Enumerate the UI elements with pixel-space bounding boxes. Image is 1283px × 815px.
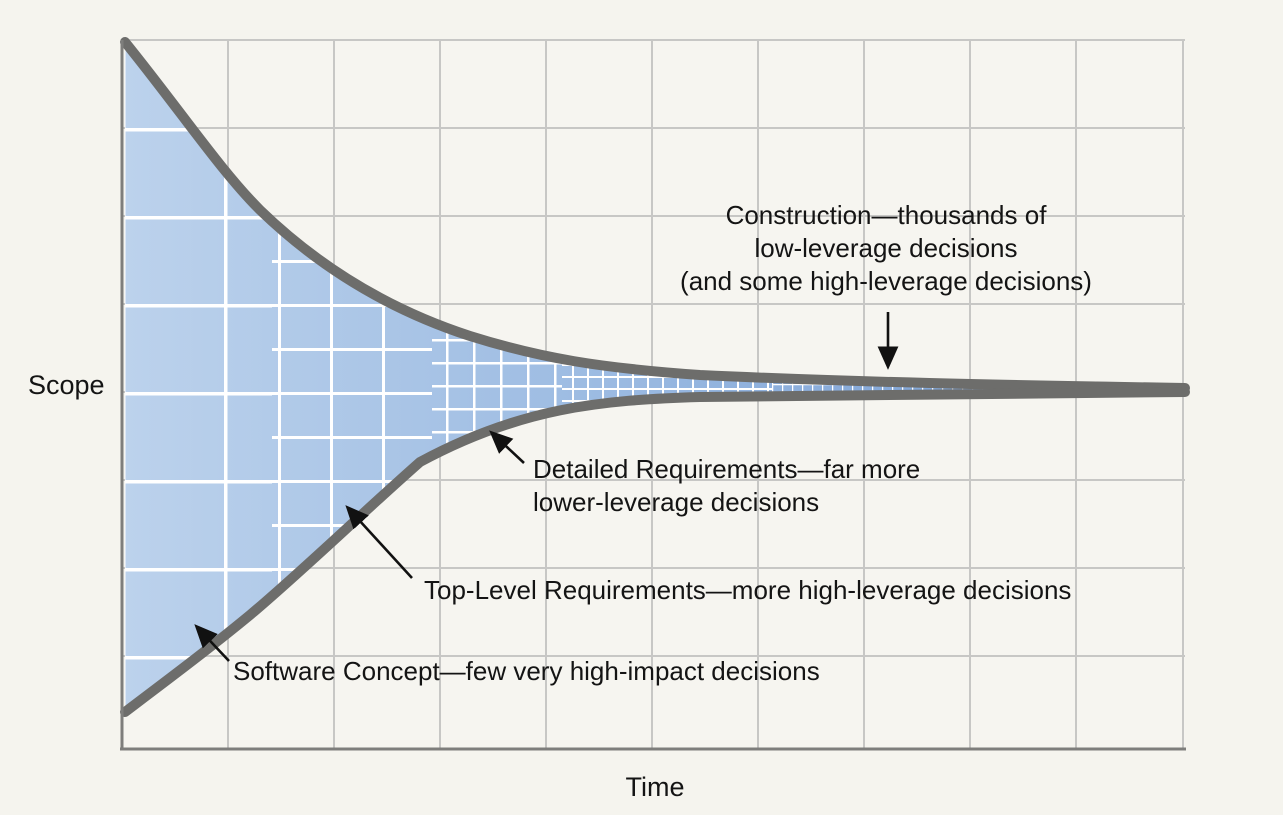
x-axis-label: Time — [626, 772, 685, 802]
axes — [120, 40, 1186, 751]
annotation-detailed-line2: lower-leverage decisions — [533, 487, 819, 517]
annotation-top-level: Top-Level Requirements—more high-leverag… — [424, 575, 1071, 605]
annotation-construction-line1: Construction—thousands of — [726, 200, 1048, 230]
funnel-edges — [120, 37, 1190, 717]
annotation-detailed-line1: Detailed Requirements—far more — [533, 454, 920, 484]
annotation-construction-line3: (and some high-leverage decisions) — [680, 266, 1092, 296]
funnel-lower-edge — [120, 387, 1190, 717]
arrow-top-level-requirements — [345, 505, 413, 579]
annotation-construction-line2: low-leverage decisions — [754, 233, 1017, 263]
annotation-arrows — [194, 312, 899, 662]
arrow-detailed-requirements — [489, 430, 525, 464]
annotation-texts: Construction—thousands of low-leverage d… — [233, 200, 1092, 686]
funnel-upper-edge — [120, 37, 1190, 393]
arrow-software-concept — [194, 624, 230, 662]
annotation-software-concept: Software Concept—few very high-impact de… — [233, 656, 820, 686]
y-axis-label: Scope — [28, 370, 105, 400]
